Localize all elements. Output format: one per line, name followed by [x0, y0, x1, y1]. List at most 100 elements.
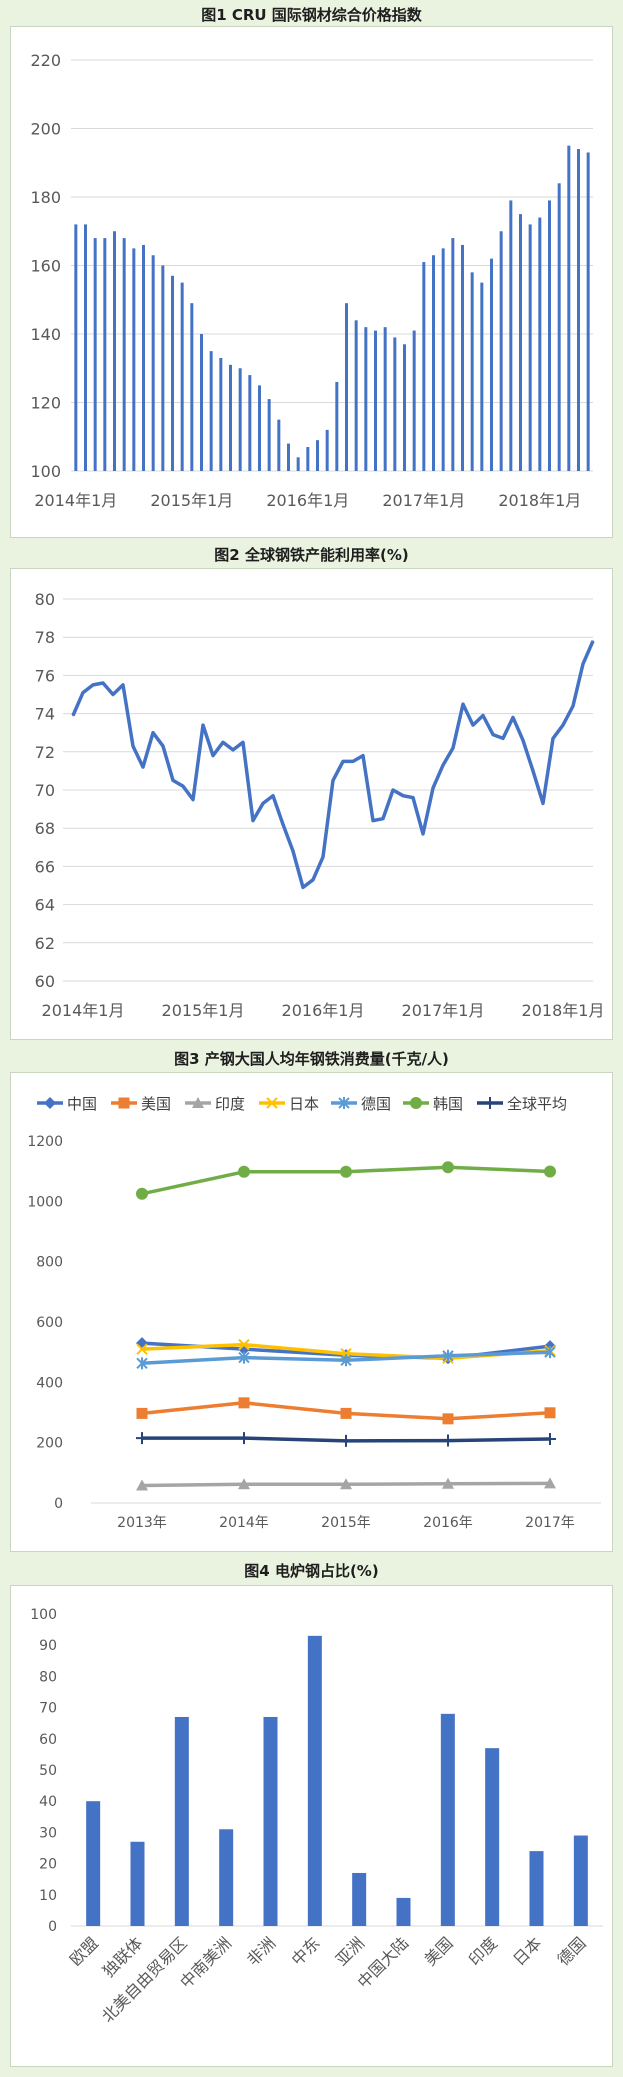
y-tick-label: 76 — [35, 666, 55, 685]
y-tick-label: 80 — [35, 590, 55, 609]
bar-美国 — [440, 1713, 455, 1926]
bar — [200, 334, 203, 471]
y-tick-label: 0 — [48, 1919, 57, 1935]
x-tick-label: 德国 — [554, 1933, 590, 1969]
data-point — [172, 779, 174, 782]
bar — [548, 200, 551, 472]
data-point — [202, 724, 204, 726]
bar — [383, 327, 387, 471]
data-point — [362, 754, 364, 757]
data-point — [572, 705, 574, 707]
marker-circle — [136, 1187, 148, 1200]
y-tick-label: 160 — [30, 257, 61, 276]
data-point — [562, 724, 564, 726]
x-tick-label: 2016年 — [423, 1515, 473, 1531]
data-point — [122, 684, 124, 686]
bar — [577, 149, 580, 472]
data-point — [392, 789, 394, 791]
x-tick-label: 2016年1月 — [282, 1001, 365, 1020]
y-tick-label: 90 — [39, 1638, 57, 1654]
figure1-chart: 100 120 140 160 180 200 220 2014年1月 2015年1月 2016年… — [10, 26, 613, 538]
y-tick-label: 400 — [36, 1375, 63, 1391]
data-point — [102, 682, 104, 684]
x-tick-label: 非洲 — [243, 1933, 279, 1969]
marker-diamond — [44, 1097, 56, 1109]
bar — [180, 282, 184, 471]
marker-plus — [544, 1433, 556, 1446]
data-point — [532, 770, 534, 772]
marker-x — [238, 1338, 250, 1351]
data-point — [132, 745, 134, 747]
data-point — [482, 714, 484, 717]
data-point — [522, 739, 524, 742]
data-point — [242, 741, 244, 744]
bar — [567, 145, 571, 471]
data-point — [162, 745, 164, 747]
marker-circle — [544, 1165, 556, 1178]
bar — [354, 320, 358, 471]
marker-square — [238, 1397, 250, 1409]
bar-非洲 — [263, 1716, 278, 1926]
data-point — [112, 693, 114, 696]
y-tick-label: 140 — [30, 325, 61, 344]
marker-x — [266, 1097, 278, 1109]
bar — [519, 214, 522, 471]
bar — [132, 248, 136, 471]
x-tick-label: 2014年 — [219, 1515, 269, 1531]
x-tick-label: 2018年1月 — [498, 491, 581, 510]
figure3-chart: 0 200 400 600 800 1000 1200 2013年 2014年 2015年 2016… — [10, 1072, 613, 1552]
bar — [74, 224, 78, 471]
y-tick-label: 20 — [39, 1857, 57, 1873]
legend-label: 印度 — [215, 1095, 245, 1113]
data-point — [592, 640, 594, 642]
y-tick-label: 40 — [39, 1794, 57, 1810]
data-point — [272, 794, 274, 797]
x-tick-label: 印度 — [465, 1933, 501, 1969]
x-tick-label: 2015年1月 — [150, 491, 233, 510]
bar — [113, 231, 116, 471]
y-tick-label: 1000 — [27, 1194, 63, 1210]
legend-label: 全球平均 — [507, 1095, 567, 1113]
marker-circle — [340, 1165, 352, 1178]
y-tick-label: 1200 — [27, 1134, 63, 1150]
bar — [499, 231, 503, 471]
data-point — [292, 850, 294, 852]
bar — [93, 238, 97, 471]
data-point — [152, 731, 154, 734]
figure3-title: 图3 产钢大国人均年钢铁消费量(千克/人) — [174, 1050, 449, 1068]
data-point — [502, 737, 504, 740]
figure4-chart: 0 10 20 30 40 50 60 70 80 90 100 欧盟 独联体 北美自由贸易区 中南美洲 非洲… — [10, 1585, 613, 2067]
bar — [461, 244, 464, 471]
y-tick-label: 30 — [39, 1825, 57, 1841]
x-tick-label: 欧盟 — [66, 1933, 102, 1969]
marker-plus — [340, 1434, 352, 1447]
bar — [296, 457, 300, 471]
data-point — [422, 833, 424, 835]
bar-日本 — [529, 1851, 544, 1926]
y-tick-label: 800 — [36, 1255, 63, 1271]
x-tick-label: 中东 — [288, 1933, 324, 1969]
data-point — [412, 796, 414, 799]
marker-triangle — [544, 1477, 556, 1489]
y-tick-label: 180 — [30, 188, 61, 207]
data-point — [382, 817, 384, 820]
x-tick-label: 2018年1月 — [522, 1001, 605, 1020]
legend-label: 中国 — [67, 1095, 97, 1113]
bar-亚洲 — [352, 1872, 367, 1926]
y-tick-label: 0 — [54, 1496, 63, 1512]
data-point — [92, 684, 94, 686]
marker-triangle — [192, 1097, 204, 1108]
marker-star — [238, 1351, 250, 1364]
bar — [412, 330, 416, 471]
y-tick-label: 600 — [36, 1315, 63, 1331]
y-tick-label: 60 — [39, 1732, 57, 1748]
bar — [451, 238, 455, 471]
bar — [470, 272, 474, 471]
y-tick-label: 78 — [35, 628, 55, 647]
y-tick-label: 220 — [30, 51, 61, 70]
data-point — [192, 798, 194, 801]
x-tick-label: 2017年1月 — [382, 491, 465, 510]
bar-欧盟 — [86, 1801, 101, 1926]
marker-triangle — [238, 1478, 250, 1490]
bar-德国 — [573, 1835, 588, 1926]
